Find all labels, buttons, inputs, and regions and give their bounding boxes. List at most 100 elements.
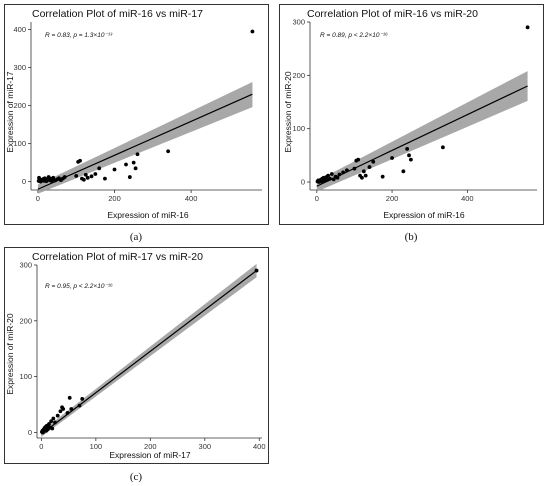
data-point — [124, 162, 128, 167]
data-point — [328, 176, 332, 181]
data-point — [363, 173, 368, 178]
y-axis-label: Expression of miR-17 — [5, 71, 15, 153]
data-point — [112, 167, 117, 172]
regression-line — [40, 270, 257, 435]
stat-annotation: R = 0.89, p < 2.2×10⁻¹⁶ — [320, 32, 388, 39]
y-tick-label: 100 — [19, 372, 32, 381]
caption-b: (b) — [405, 231, 418, 243]
x-tick-label: 100 — [90, 442, 103, 451]
stat-annotation: R = 0.83, p = 1.3×10⁻¹³ — [45, 32, 113, 39]
data-point — [127, 175, 132, 179]
data-point — [401, 169, 406, 174]
stat-annotation: R = 0.95, p < 2.2×10⁻¹⁶ — [45, 283, 113, 290]
y-axis-label: Expression of miR-20 — [283, 71, 293, 153]
x-tick-label: 400 — [253, 442, 266, 451]
data-point — [335, 175, 340, 180]
data-point — [254, 268, 259, 273]
regression-line — [37, 93, 253, 190]
data-point — [85, 175, 90, 180]
data-point — [390, 156, 394, 160]
data-point — [62, 175, 67, 179]
caption-c: (c) — [130, 471, 143, 483]
data-point — [407, 153, 411, 158]
x-tick-label: 200 — [108, 194, 121, 203]
data-point — [51, 175, 56, 180]
y-axis-label: Expression of miR-20 — [5, 313, 15, 395]
x-tick-label: 200 — [386, 194, 399, 203]
data-point — [405, 147, 410, 151]
y-tick-label: 0 — [301, 178, 305, 187]
y-tick-label: 200 — [13, 101, 26, 110]
data-point — [51, 416, 56, 421]
panel-b: Correlation Plot of miR-16 vs miR-20 R =… — [283, 8, 537, 220]
data-point — [367, 165, 372, 169]
data-point — [337, 172, 342, 177]
y-tick-label: 200 — [292, 71, 305, 80]
data-point — [408, 157, 413, 162]
data-point — [329, 172, 334, 176]
data-point — [38, 179, 43, 184]
x-tick-label: 300 — [199, 442, 212, 451]
data-point — [49, 419, 54, 424]
chart-title: Correlation Plot of miR-17 vs miR-20 — [32, 251, 203, 263]
data-point — [81, 177, 86, 182]
caption-a: (a) — [130, 231, 143, 243]
data-point — [371, 159, 376, 164]
data-point — [440, 145, 445, 150]
x-axis-label: Expression of miR-16 — [383, 210, 465, 220]
x-tick-label: 200 — [144, 442, 157, 451]
data-point — [61, 407, 66, 411]
data-point — [50, 426, 55, 431]
data-point — [97, 166, 102, 171]
data-point — [93, 172, 98, 176]
x-tick-label: 0 — [315, 194, 319, 203]
data-point — [135, 152, 140, 157]
data-point — [344, 168, 349, 173]
y-tick-label: 300 — [292, 18, 305, 27]
data-point — [326, 173, 330, 178]
x-tick-label: 0 — [39, 442, 43, 451]
y-tick-label: 100 — [292, 124, 305, 133]
data-point — [360, 175, 364, 180]
data-point — [133, 166, 138, 171]
panel-c: Correlation Plot of miR-17 vs miR-20 R =… — [5, 251, 266, 460]
regression-line — [316, 85, 528, 187]
data-point — [525, 25, 530, 30]
y-tick-label: 400 — [13, 25, 26, 34]
data-point — [67, 395, 72, 400]
data-point — [356, 157, 361, 162]
y-tick-label: 300 — [19, 261, 32, 270]
data-point — [80, 397, 85, 401]
y-tick-label: 100 — [13, 139, 26, 148]
y-tick-label: 200 — [19, 316, 32, 325]
data-point — [69, 407, 74, 411]
y-tick-label: 300 — [13, 63, 26, 72]
data-point — [74, 174, 79, 178]
x-tick-label: 400 — [185, 194, 198, 203]
data-point — [166, 149, 171, 154]
data-point — [331, 177, 336, 182]
data-point — [83, 172, 88, 177]
data-point — [47, 422, 51, 426]
data-point — [58, 409, 63, 414]
data-point — [361, 169, 366, 174]
data-point — [55, 413, 60, 418]
y-tick-label: 0 — [28, 428, 32, 437]
data-point — [77, 403, 82, 408]
x-axis-label: Expression of miR-17 — [109, 450, 191, 460]
data-point — [380, 174, 385, 179]
x-tick-label: 0 — [36, 194, 40, 203]
data-point — [89, 174, 94, 179]
data-point — [37, 175, 41, 180]
chart-title: Correlation Plot of miR-16 vs miR-17 — [32, 8, 203, 20]
chart-title: Correlation Plot of miR-16 vs miR-20 — [307, 8, 478, 20]
x-axis-label: Expression of miR-16 — [107, 210, 189, 220]
data-point — [131, 160, 136, 165]
data-point — [352, 166, 357, 171]
data-point — [250, 29, 255, 34]
data-point — [78, 158, 82, 163]
data-point — [65, 410, 70, 415]
data-point — [53, 420, 57, 425]
panel-a: Correlation Plot of miR-16 vs miR-17 R =… — [5, 8, 262, 220]
